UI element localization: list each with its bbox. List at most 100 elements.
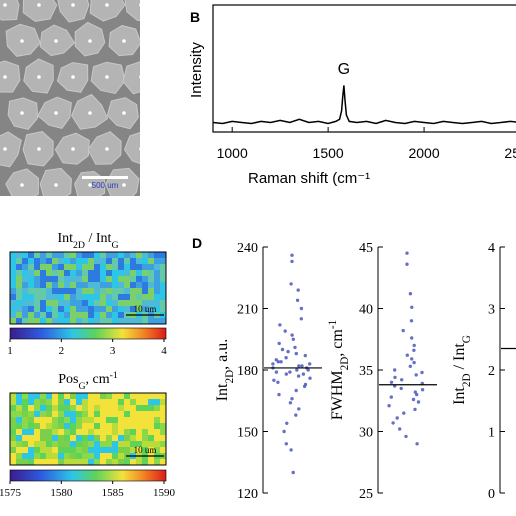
map-pixel [16,282,23,289]
map-pixel [22,393,29,400]
map-pixel [46,453,53,460]
data-point [274,370,279,374]
map-pixel [124,252,131,259]
map-pixel [70,276,77,283]
data-point [393,368,397,372]
map-pixel [82,441,89,448]
map-pixel [58,423,65,430]
map-pixel [16,411,23,418]
map-pixel [112,399,119,406]
map-pixel [136,276,143,283]
map-pixel [34,453,41,460]
map-pixel [118,435,125,442]
data-point [412,343,416,348]
map-pixel [40,300,47,307]
map-pixel [94,429,101,436]
map-pixel [28,294,35,301]
map-pixel [70,441,77,448]
map-pixel [112,447,119,454]
map-pixel [112,258,119,265]
map-pixel [124,300,131,307]
map-pixel [94,399,101,406]
map-pixel [64,258,71,265]
map-pixel [136,435,143,442]
map-pixel [16,393,23,400]
map-pixel [106,453,113,460]
map-pixel [112,252,119,259]
map-pixel [46,393,53,400]
map-pixel [160,252,167,259]
map-pixel [130,399,137,406]
map-pixel [82,276,89,283]
map-pixel [64,429,71,436]
map-pixel [106,423,113,430]
colorbar-tick-label: 1575 [0,487,22,499]
map-pixel [40,288,47,295]
map-frame [9,251,167,325]
map-pixel [58,288,65,295]
data-point [272,378,276,382]
map-pixel [100,264,107,271]
data-point [413,390,417,394]
x-tick-label: 1500 [313,145,344,161]
map-pixel [64,294,71,301]
map-pixel [148,276,155,283]
data-point [277,341,281,346]
map-pixel [154,417,161,424]
map-pixel [100,270,107,277]
map-pixel [16,435,23,442]
nucleus [20,183,24,187]
map-pixel [70,405,77,412]
map-pixel [112,318,119,325]
data-point [395,416,399,420]
map-pixel [124,264,131,271]
map-pixel [70,258,77,265]
data-point [290,333,294,337]
map-pixel [10,399,17,406]
map-pixel [76,435,83,442]
colorbar [9,327,167,340]
data-point [410,305,414,309]
map-pixel [130,276,137,283]
data-point [411,397,416,402]
map-pixel [112,459,119,466]
data-point [420,388,425,392]
colorbar-tick-label: 1590 [153,487,176,499]
map-pixel [22,276,29,283]
map-pixel [118,423,125,430]
map-pixel [10,435,17,442]
data-point [288,401,293,405]
grain [0,60,21,93]
map-pixel [112,411,119,418]
map-pixel [142,252,149,259]
nucleus [88,39,92,43]
map-pixel [148,435,155,442]
map-pixel [124,447,131,454]
map-pixel [52,306,59,313]
map-pixel [16,447,23,454]
map-pixel [52,411,59,418]
map-pixel [94,393,101,400]
map-pixel [148,318,155,325]
map-pixel [130,405,137,412]
map-pixel [58,282,65,289]
map-pixel [76,294,83,301]
map-pixel [130,423,137,430]
map-pixel [34,399,41,406]
map-pixel [130,459,137,466]
map-pixel [16,252,23,259]
data-point [301,372,306,376]
map-pixel [106,411,113,418]
map-pixel [28,453,35,460]
map-pixel [118,288,125,295]
nucleus [105,75,109,79]
map-pixel [100,459,107,466]
map-pixel [52,276,59,283]
map-pixel [130,318,137,325]
map-pixel [76,288,83,295]
map-pixel [136,288,143,295]
map-pixel [28,459,35,466]
map-pixel [142,405,149,412]
map-pixel [22,300,29,307]
map-pixel [148,294,155,301]
